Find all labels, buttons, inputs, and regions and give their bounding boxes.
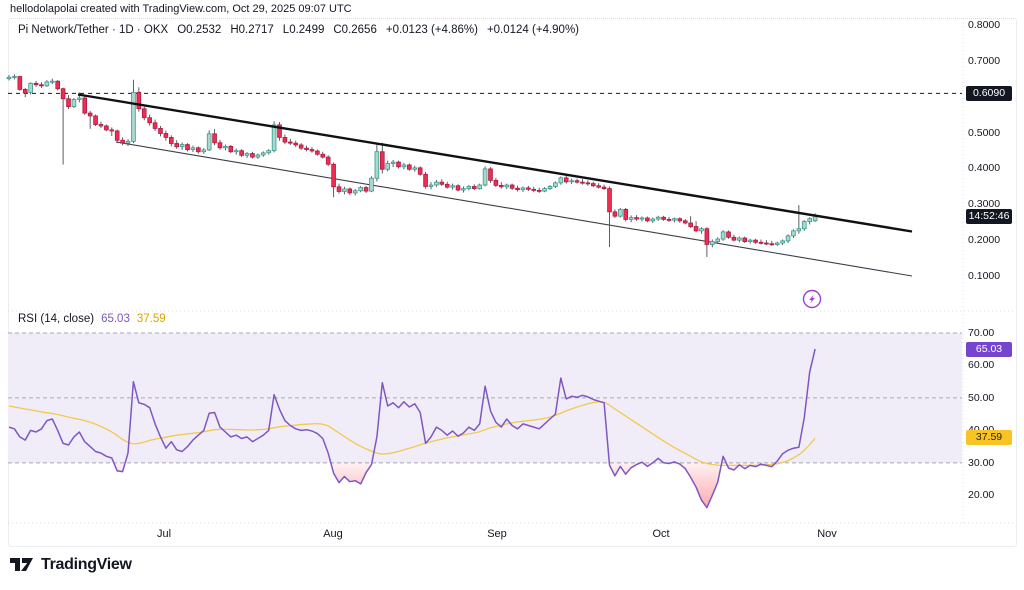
rsi-ma-line bbox=[8, 401, 816, 467]
rsi-ma-value: 37.59 bbox=[136, 313, 166, 325]
tradingview-logo-text: TradingView bbox=[41, 556, 132, 573]
lightning-bolt-icon bbox=[809, 294, 815, 304]
rsi-indicator-header[interactable]: RSI (14, close) 65.03 37.59 bbox=[18, 313, 166, 325]
ohlc-token-5: +0.0124 (+4.90%) bbox=[486, 24, 580, 36]
ohlc-token-3: C0.2656 bbox=[333, 24, 377, 36]
channel-upper-trendline bbox=[77, 93, 913, 233]
rsi-value: 65.03 bbox=[101, 313, 130, 325]
tradingview-logo-icon bbox=[10, 558, 33, 571]
symbol-title[interactable]: Pi Network/Tether · 1D · OKX bbox=[18, 24, 169, 36]
ohlc-token-1: H0.2717 bbox=[230, 24, 274, 36]
attribution-text: hellodolapolai created with TradingView.… bbox=[10, 3, 352, 15]
chart-widget-border bbox=[8, 18, 1017, 547]
rsi-oversold-fill bbox=[676, 462, 722, 508]
rsi-line bbox=[8, 348, 816, 509]
ohlc-token-2: L0.2499 bbox=[282, 24, 325, 36]
rsi-title: RSI (14, close) bbox=[18, 313, 95, 325]
symbol-header[interactable]: Pi Network/Tether · 1D · OKX O0.2532 H0.2… bbox=[18, 24, 579, 36]
channel-lower-trendline bbox=[115, 141, 913, 277]
ohlc-token-0: O0.2532 bbox=[177, 24, 222, 36]
tradingview-logo[interactable]: TradingView bbox=[10, 556, 132, 574]
rsi-oversold-fill bbox=[330, 462, 372, 484]
ohlc-token-4: +0.0123 (+4.86%) bbox=[385, 24, 478, 36]
